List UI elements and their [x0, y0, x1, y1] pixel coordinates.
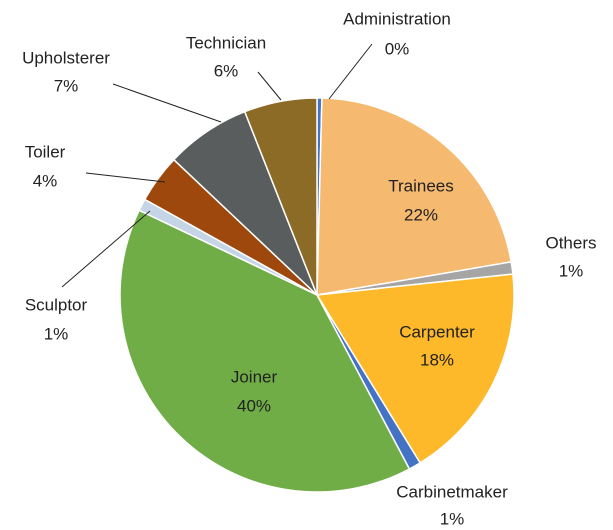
slice-label: Carpenter: [399, 322, 475, 341]
leader-line: [257, 71, 282, 101]
slice-value-label: 18%: [420, 350, 454, 369]
slice-label: Sculptor: [25, 295, 88, 314]
slice-label: Upholsterer: [22, 48, 110, 67]
slice-label: Administration: [343, 9, 451, 28]
pie-slice: [119, 209, 411, 493]
leader-line: [85, 172, 166, 183]
pie-slice: [243, 97, 318, 296]
slice-label: Technician: [186, 33, 266, 52]
leader-line: [61, 210, 151, 288]
slice-label: Joiner: [231, 367, 278, 386]
slice-label: Others: [545, 233, 596, 252]
slice-label: Carbinetmaker: [396, 482, 508, 501]
leader-line: [112, 83, 222, 123]
slice-value-label: 40%: [237, 396, 271, 415]
slice-value-label: 7%: [54, 76, 79, 95]
slice-value-label: 22%: [404, 205, 438, 224]
pie-slice: [316, 97, 513, 296]
slice-value-label: 1%: [440, 509, 465, 528]
slice-value-label: 4%: [33, 171, 58, 190]
slice-value-label: 6%: [214, 61, 239, 80]
leader-line: [328, 43, 373, 100]
pie-slice: [315, 273, 515, 464]
slice-label: Trainees: [388, 176, 454, 195]
slice-value-label: 1%: [559, 261, 584, 280]
slice-value-label: 1%: [44, 324, 69, 343]
slice-label: Toiler: [25, 142, 66, 161]
slice-value-label: 0%: [385, 39, 410, 58]
